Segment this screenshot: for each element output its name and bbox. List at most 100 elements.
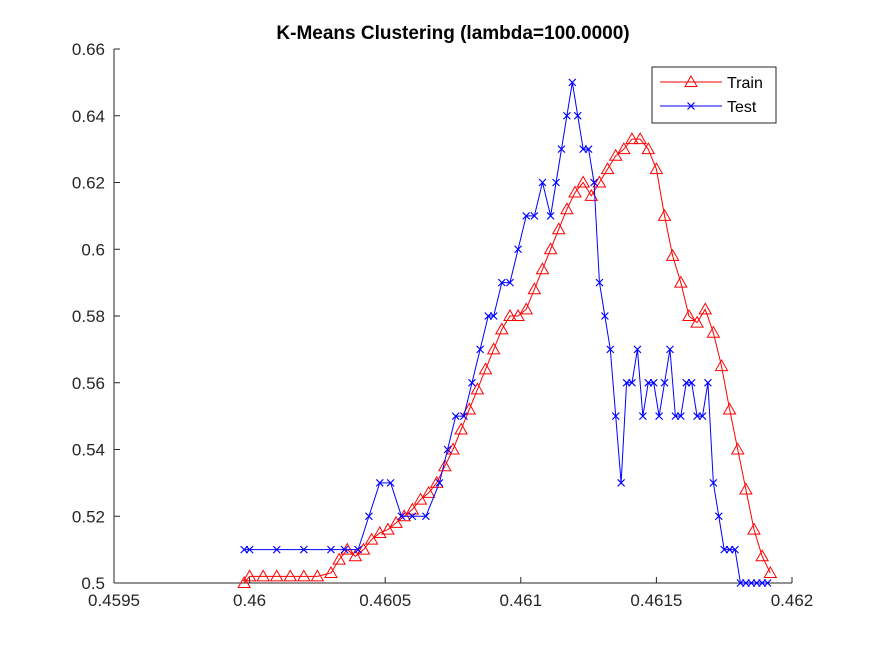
data-point-test [476,345,485,354]
data-point-test [299,545,308,554]
data-point-train [649,162,664,175]
data-point-train [348,549,363,562]
data-point-test [562,111,571,120]
data-point-test [709,478,718,487]
data-point-train [364,532,379,545]
data-point-train [747,522,761,535]
data-point-test [568,78,577,87]
data-point-train [405,502,420,515]
data-point-train [389,515,403,528]
data-point-test [468,378,476,387]
data-point-train [256,569,271,582]
data-point-test [666,345,674,354]
data-point-test [552,178,560,187]
data-point-test [676,412,685,421]
data-point-test [272,545,281,554]
data-point-train [592,175,607,188]
data-point-train [454,422,468,435]
data-point-test [375,478,384,487]
legend-box [651,66,777,124]
x-tick-label: 0.46 [233,591,266,610]
y-tick-label: 0.5 [81,574,105,593]
data-point-test [397,512,406,521]
data-point-test [557,145,566,154]
series-line-train [243,138,771,584]
data-point-train [657,208,672,221]
data-point-test [497,278,506,287]
data-point-test [530,211,539,220]
data-point-train [600,162,615,175]
data-point-test [506,278,514,287]
data-point-test [649,378,658,387]
plot-area [114,49,792,583]
y-tick-label: 0.64 [72,107,105,126]
data-point-test [638,412,647,421]
data-point-test [459,412,468,421]
data-point-train [494,322,509,335]
data-point-test [628,378,636,387]
legend-label-test: Test [727,99,757,116]
data-point-test [435,478,444,487]
series-line-test [244,82,768,584]
data-point-train [269,569,284,582]
data-point-test [340,545,349,554]
data-point-test [408,512,417,521]
data-point-test [514,245,523,254]
data-point-train [470,382,485,395]
data-point-test [687,378,696,387]
data-point-train [551,222,566,235]
series-train [237,132,778,588]
data-point-test [698,412,707,421]
data-point-test [704,378,712,387]
data-point-train [527,282,542,295]
data-point-train [682,308,696,321]
data-point-test [660,378,669,387]
data-point-train [608,148,623,161]
series-test [240,78,772,587]
plot-background [114,49,792,583]
legend: Train Test [651,66,777,124]
data-point-test [573,111,582,120]
y-tick-label: 0.52 [72,507,105,526]
y-tick-label: 0.54 [72,441,105,460]
data-point-test [451,412,460,421]
data-point-train [730,442,745,455]
data-point-test [763,579,772,587]
data-point-test [354,545,363,554]
data-point-test [606,345,615,354]
x-tick-label: 0.4595 [88,591,140,610]
series-layer [237,78,778,588]
data-point-train [625,132,639,145]
data-point-train [722,402,737,415]
data-point-train [576,175,591,188]
data-point-test [600,312,609,320]
data-point-train [296,569,311,582]
data-point-train [511,308,525,321]
data-point-train [739,482,753,495]
data-point-test [714,512,723,521]
axes: 0.4595 0.46 0.4605 0.461 0.4615 0.462 0.5 0.52 0… [72,40,813,610]
data-point-test [611,412,620,421]
data-point-train [486,342,501,355]
data-point-train [535,262,550,275]
data-point-test [546,211,555,220]
data-point-test [489,312,498,320]
data-point-train [237,575,252,588]
data-point-train [413,492,428,505]
data-point-train [310,569,325,582]
data-point-train [242,569,257,582]
data-point-train [714,359,729,372]
data-point-train [283,569,298,582]
data-point-train [356,542,371,555]
data-point-test [443,445,452,454]
data-point-train [519,302,534,315]
data-point-train [755,549,770,562]
data-point-test [365,512,373,521]
data-point-test [590,178,598,187]
data-point-test [633,345,642,354]
data-point-test [617,478,626,487]
data-point-test [245,545,254,554]
data-point-train [633,132,647,145]
y-tick-label: 0.56 [72,374,105,393]
legend-entries: Train Test [660,74,763,116]
